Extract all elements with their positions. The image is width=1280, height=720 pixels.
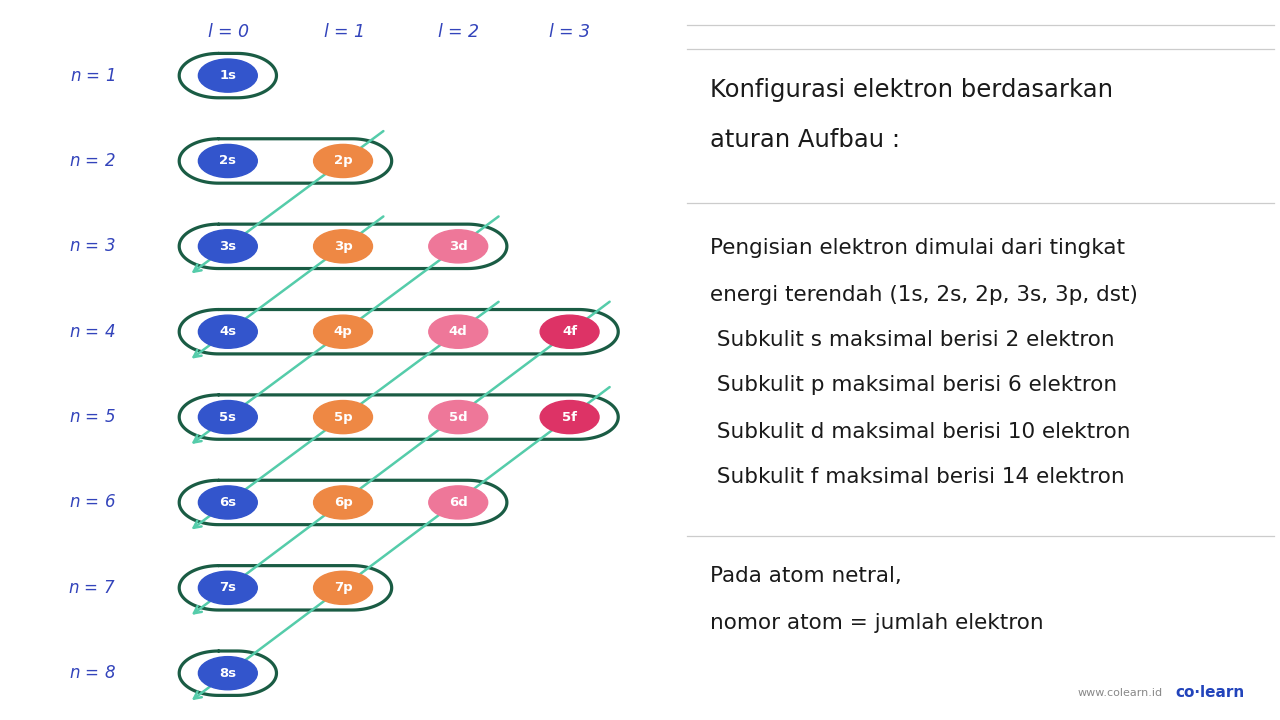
Circle shape <box>429 486 488 519</box>
Text: $l$ = 0: $l$ = 0 <box>206 23 250 41</box>
Circle shape <box>314 230 372 263</box>
Text: 3d: 3d <box>449 240 467 253</box>
Circle shape <box>198 657 257 690</box>
Text: 2s: 2s <box>219 155 237 168</box>
Text: 3s: 3s <box>219 240 237 253</box>
Text: Subkulit f maksimal berisi 14 elektron: Subkulit f maksimal berisi 14 elektron <box>710 467 1125 487</box>
Circle shape <box>198 400 257 433</box>
Text: 3p: 3p <box>334 240 352 253</box>
Text: 5s: 5s <box>219 410 237 423</box>
Text: $n$ = 8: $n$ = 8 <box>69 665 115 683</box>
Circle shape <box>198 315 257 348</box>
Text: 6s: 6s <box>219 496 237 509</box>
Text: 7p: 7p <box>334 581 352 594</box>
Circle shape <box>429 315 488 348</box>
Text: nomor atom = jumlah elektron: nomor atom = jumlah elektron <box>710 613 1044 633</box>
Text: 6d: 6d <box>449 496 467 509</box>
Text: 8s: 8s <box>219 667 237 680</box>
Text: $n$ = 7: $n$ = 7 <box>68 579 116 597</box>
Circle shape <box>314 315 372 348</box>
Text: 4s: 4s <box>219 325 237 338</box>
Circle shape <box>198 145 257 178</box>
Text: 2p: 2p <box>334 155 352 168</box>
Text: $l$ = 1: $l$ = 1 <box>323 23 364 41</box>
Circle shape <box>314 486 372 519</box>
Text: Konfigurasi elektron berdasarkan: Konfigurasi elektron berdasarkan <box>710 78 1114 102</box>
Text: energi terendah (1s, 2s, 2p, 3s, 3p, dst): energi terendah (1s, 2s, 2p, 3s, 3p, dst… <box>710 285 1138 305</box>
Circle shape <box>198 486 257 519</box>
Text: $l$ = 3: $l$ = 3 <box>548 23 591 41</box>
Circle shape <box>540 400 599 433</box>
Text: Subkulit p maksimal berisi 6 elektron: Subkulit p maksimal berisi 6 elektron <box>710 375 1117 395</box>
Text: www.colearn.id: www.colearn.id <box>1078 688 1162 698</box>
Text: $n$ = 2: $n$ = 2 <box>69 152 115 170</box>
Text: Subkulit d maksimal berisi 10 elektron: Subkulit d maksimal berisi 10 elektron <box>710 422 1132 442</box>
Text: $n$ = 3: $n$ = 3 <box>69 238 115 256</box>
Text: Subkulit s maksimal berisi 2 elektron: Subkulit s maksimal berisi 2 elektron <box>710 330 1115 350</box>
Circle shape <box>198 571 257 604</box>
Circle shape <box>429 400 488 433</box>
Text: $l$ = 2: $l$ = 2 <box>436 23 480 41</box>
Circle shape <box>540 315 599 348</box>
Text: 1s: 1s <box>219 69 237 82</box>
Text: 4p: 4p <box>334 325 352 338</box>
Circle shape <box>198 230 257 263</box>
Text: Pengisian elektron dimulai dari tingkat: Pengisian elektron dimulai dari tingkat <box>710 238 1125 258</box>
Text: co·learn: co·learn <box>1175 685 1244 700</box>
Text: $n$ = 6: $n$ = 6 <box>69 493 115 511</box>
Text: 6p: 6p <box>334 496 352 509</box>
Text: 7s: 7s <box>219 581 237 594</box>
Text: 5f: 5f <box>562 410 577 423</box>
Circle shape <box>429 230 488 263</box>
Circle shape <box>314 145 372 178</box>
Text: $n$ = 4: $n$ = 4 <box>69 323 115 341</box>
Text: 4f: 4f <box>562 325 577 338</box>
Text: $n$ = 1: $n$ = 1 <box>69 67 115 85</box>
Text: 5p: 5p <box>334 410 352 423</box>
Circle shape <box>198 59 257 92</box>
Circle shape <box>314 400 372 433</box>
Text: 4d: 4d <box>449 325 467 338</box>
Text: 5d: 5d <box>449 410 467 423</box>
Text: $n$ = 5: $n$ = 5 <box>69 408 115 426</box>
Text: Pada atom netral,: Pada atom netral, <box>710 566 902 586</box>
Circle shape <box>314 571 372 604</box>
Text: aturan Aufbau :: aturan Aufbau : <box>710 128 901 153</box>
